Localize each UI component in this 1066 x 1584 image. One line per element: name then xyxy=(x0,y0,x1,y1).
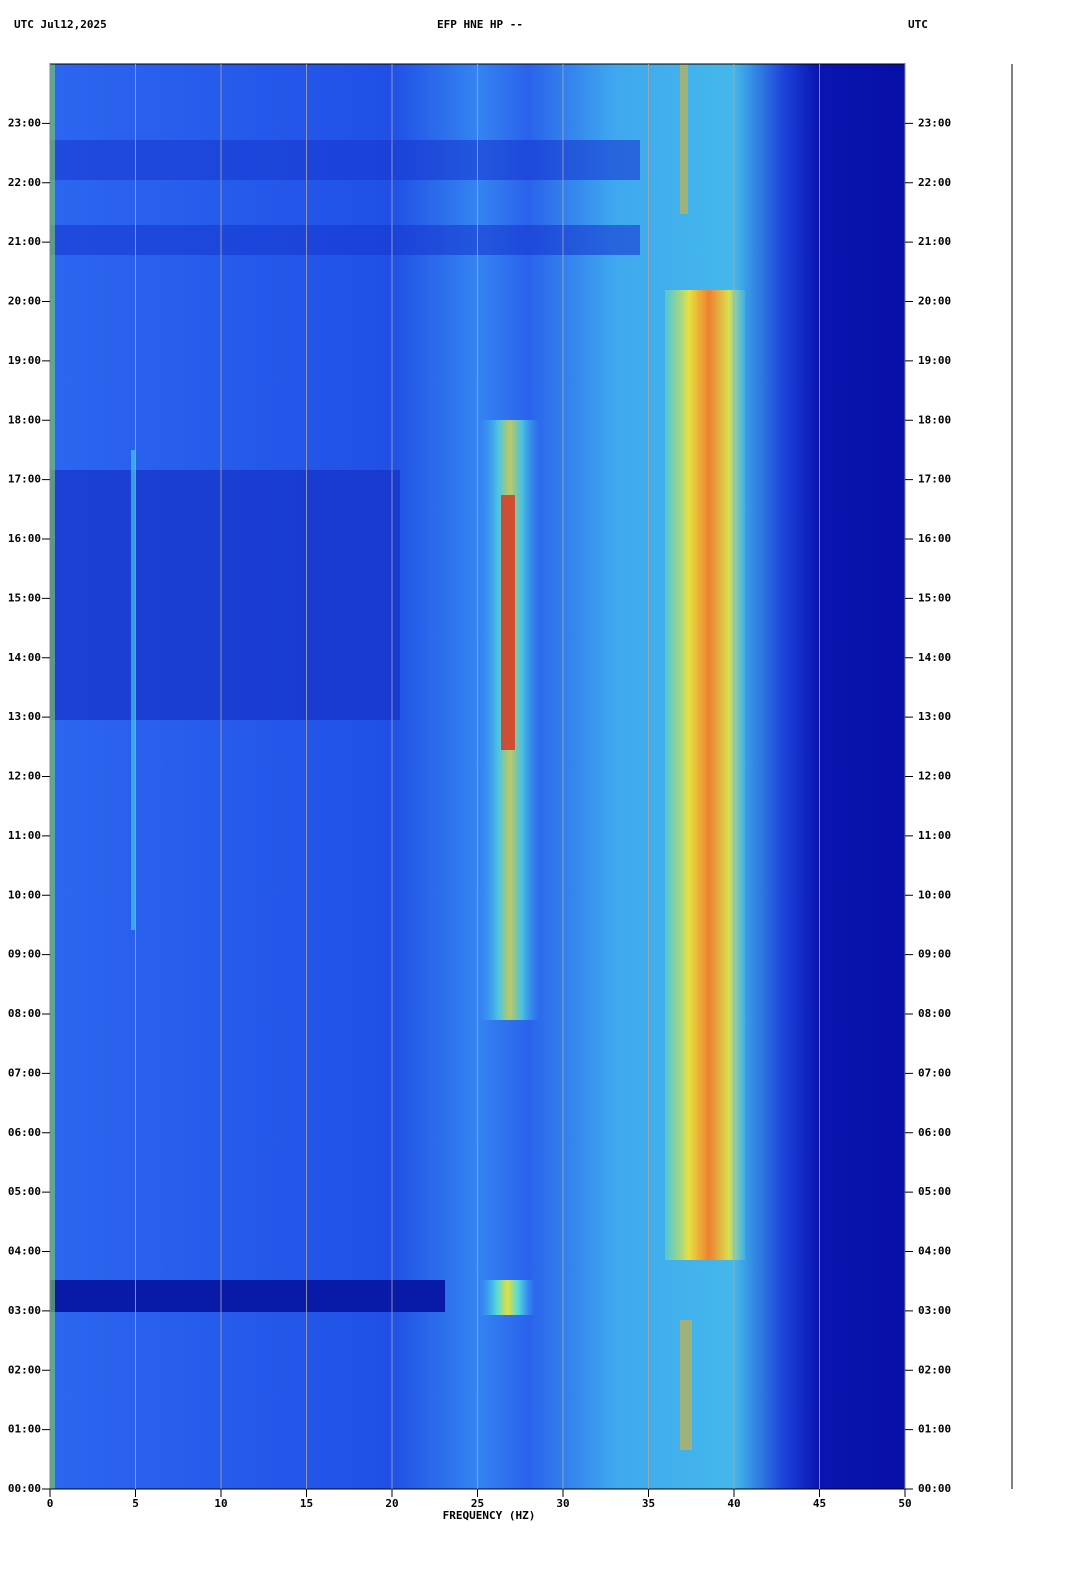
x-tick-label: 20 xyxy=(385,1497,398,1510)
y-tick-label-right: 09:00 xyxy=(918,948,951,961)
y-tick-label-right: 02:00 xyxy=(918,1363,951,1376)
y-tick-label-right: 19:00 xyxy=(918,354,951,367)
y-tick-label-right: 12:00 xyxy=(918,770,951,783)
y-tick-label: 12:00 xyxy=(8,770,41,783)
x-tick-label: 45 xyxy=(813,1497,826,1510)
y-tick-label: 01:00 xyxy=(8,1423,41,1436)
y-tick-label-right: 08:00 xyxy=(918,1007,951,1020)
y-tick-label: 04:00 xyxy=(8,1245,41,1258)
y-tick-label: 18:00 xyxy=(8,413,41,426)
y-tick-label: 20:00 xyxy=(8,295,41,308)
y-tick-label-right: 20:00 xyxy=(918,295,951,308)
y-tick-label: 08:00 xyxy=(8,1007,41,1020)
y-tick-label: 11:00 xyxy=(8,829,41,842)
y-tick-label: 23:00 xyxy=(8,116,41,129)
y-tick-label: 16:00 xyxy=(8,532,41,545)
timezone-label: UTC xyxy=(908,18,928,31)
y-tick-label-right: 13:00 xyxy=(918,710,951,723)
y-tick-label-right: 16:00 xyxy=(918,532,951,545)
x-tick-label: 30 xyxy=(556,1497,569,1510)
y-tick-label: 17:00 xyxy=(8,473,41,486)
y-tick-label-right: 14:00 xyxy=(918,651,951,664)
x-axis-label: FREQUENCY (HZ) xyxy=(443,1509,536,1522)
y-tick-label-right: 04:00 xyxy=(918,1245,951,1258)
y-tick-label: 13:00 xyxy=(8,710,41,723)
y-tick-label-right: 18:00 xyxy=(918,413,951,426)
x-tick-label: 50 xyxy=(898,1497,911,1510)
y-tick-label-right: 00:00 xyxy=(918,1482,951,1495)
y-tick-label-right: 23:00 xyxy=(918,116,951,129)
y-tick-label-right: 07:00 xyxy=(918,1066,951,1079)
x-tick-label: 25 xyxy=(471,1497,484,1510)
y-tick-label-right: 05:00 xyxy=(918,1185,951,1198)
y-tick-label: 06:00 xyxy=(8,1126,41,1139)
y-tick-label: 15:00 xyxy=(8,591,41,604)
y-tick-label: 03:00 xyxy=(8,1304,41,1317)
y-tick-label-right: 06:00 xyxy=(918,1126,951,1139)
chart-title: EFP HNE HP -- xyxy=(437,18,523,31)
y-tick-label-right: 21:00 xyxy=(918,235,951,248)
y-tick-label: 19:00 xyxy=(8,354,41,367)
x-tick-label: 0 xyxy=(47,1497,54,1510)
y-tick-label: 22:00 xyxy=(8,176,41,189)
y-tick-label: 14:00 xyxy=(8,651,41,664)
y-tick-label: 21:00 xyxy=(8,235,41,248)
x-tick-label: 5 xyxy=(132,1497,139,1510)
y-tick-label-right: 17:00 xyxy=(918,473,951,486)
y-tick-label-right: 15:00 xyxy=(918,591,951,604)
x-tick-label: 10 xyxy=(214,1497,227,1510)
y-tick-label: 00:00 xyxy=(8,1482,41,1495)
date-label: UTC Jul12,2025 xyxy=(14,18,107,31)
y-tick-label-right: 01:00 xyxy=(918,1423,951,1436)
y-tick-label: 05:00 xyxy=(8,1185,41,1198)
y-tick-label: 07:00 xyxy=(8,1066,41,1079)
y-tick-label: 09:00 xyxy=(8,948,41,961)
x-tick-label: 15 xyxy=(300,1497,313,1510)
y-tick-label-right: 10:00 xyxy=(918,888,951,901)
y-tick-label-right: 11:00 xyxy=(918,829,951,842)
y-tick-label-right: 22:00 xyxy=(918,176,951,189)
x-tick-label: 35 xyxy=(642,1497,655,1510)
y-tick-label: 10:00 xyxy=(8,888,41,901)
y-tick-label: 02:00 xyxy=(8,1363,41,1376)
y-tick-label-right: 03:00 xyxy=(918,1304,951,1317)
x-tick-label: 40 xyxy=(727,1497,740,1510)
